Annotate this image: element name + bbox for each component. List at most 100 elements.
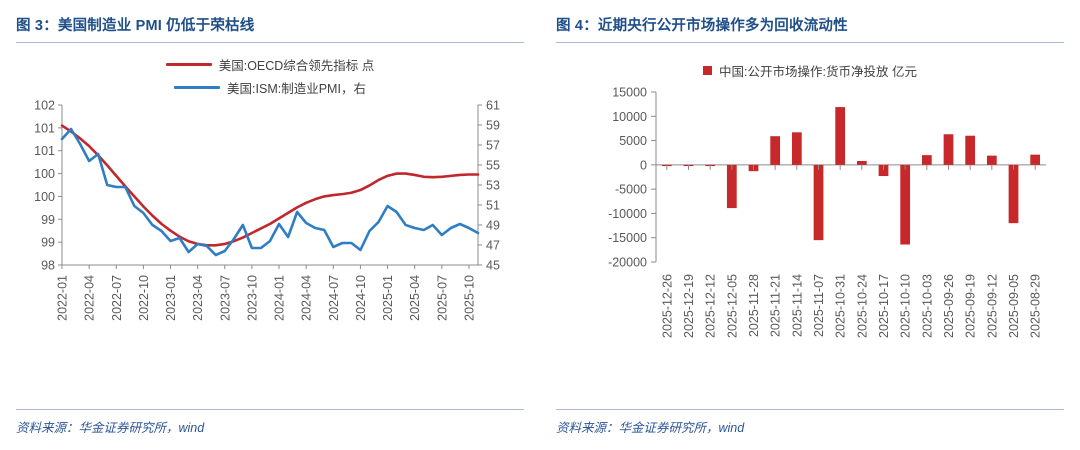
chart1-x-tick-label: 2025-10: [462, 275, 476, 321]
chart2-x-tick-label: 2025-12-05: [725, 274, 739, 338]
chart1-right-tick-label: 47: [486, 239, 500, 253]
chart1-x-tick-label: 2022-04: [83, 275, 97, 321]
chart1-x-tick-label: 2023-04: [191, 275, 205, 321]
chart1-right-tick-label: 51: [486, 199, 500, 213]
chart2-x-tick-label: 2025-09-12: [985, 274, 999, 338]
chart1-right-tick-label: 59: [486, 119, 500, 133]
chart2-bar: [856, 160, 867, 165]
figure-3-title: 图 3：美国制造业 PMI 仍低于荣枯线: [16, 18, 255, 34]
chart2-bar: [943, 134, 954, 165]
chart2-y-tick-label: 15000: [612, 86, 647, 100]
chart2-x-tick-label: 2025-09-26: [942, 274, 956, 338]
chart1-left-tick-label: 102: [34, 99, 55, 113]
bar-chart-container: 15000 10000 5000 0 -5000 -10000 -15000 -20000 20…: [556, 86, 1064, 346]
figure-3-footer: 资料来源：华金证券研究所，wind: [16, 409, 524, 436]
legend-label-ism: 美国:ISM:制造业PMI，右: [227, 82, 366, 96]
chart1-x-tick-label: 2024-04: [300, 275, 314, 321]
figure-panel-3: 图 3：美国制造业 PMI 仍低于荣枯线 美国:OECD综合领先指标 点 美国:…: [16, 18, 524, 436]
chart2-x-tick-label: 2025-11-14: [790, 274, 804, 337]
chart2-x-tick-label: 2025-10-31: [834, 274, 848, 338]
chart2-x-tick-label: 2025-09-19: [964, 274, 978, 338]
chart2-bar: [791, 132, 802, 165]
chart2-y-tick-label: -20000: [608, 256, 647, 270]
legend-line-blue: [174, 85, 221, 90]
figure-4-legend: 中国:公开市场操作:货币净投放 亿元: [556, 61, 1064, 80]
chart1-left-tick-label: 99: [41, 236, 55, 250]
figure-4-title-rule: [556, 42, 1064, 43]
chart1-x-tick-label: 2025-04: [408, 275, 422, 321]
chart1-x-tick-label: 2024-01: [273, 275, 287, 321]
legend-item-ism: 美国:ISM:制造业PMI，右: [174, 78, 366, 97]
chart1-left-tick-label: 101: [34, 144, 55, 158]
chart2-x-tick-label: 2025-12-19: [682, 274, 696, 338]
chart2-y-tick-label: -10000: [608, 207, 647, 221]
chart1-x-tick-label: 2024-10: [354, 275, 368, 321]
chart1-left-tick-label: 100: [34, 190, 55, 204]
figure-4-footer: 资料来源：华金证券研究所，wind: [556, 409, 1064, 436]
chart2-bar: [900, 164, 911, 245]
chart1-right-tick-label: 57: [486, 139, 500, 153]
chart2-bar: [726, 164, 737, 209]
chart2-x-tick-label: 2025-10-03: [920, 274, 934, 338]
chart2-x-tick-label: 2025-11-28: [747, 274, 761, 337]
chart2-y-tick-label: 10000: [612, 110, 647, 124]
figure-3-footer-rule: [16, 409, 524, 410]
chart1-x-tick-label: 2022-07: [110, 275, 124, 321]
legend-line-red: [165, 62, 212, 67]
figure-4-title: 图 4：近期央行公开市场操作多为回收流动性: [556, 18, 848, 34]
chart2-bar: [965, 135, 976, 165]
chart1-x-tick-label: 2023-07: [218, 275, 232, 321]
legend-label-oecd: 美国:OECD综合领先指标 点: [218, 59, 375, 73]
legend-item-omo: 中国:公开市场操作:货币净投放 亿元: [703, 61, 917, 80]
chart1-left-tick-label: 99: [41, 213, 55, 227]
chart2-x-tick-label: 2025-10-24: [855, 274, 869, 338]
chart1-x-tick-label: 2024-07: [327, 275, 341, 321]
chart2-bar: [986, 155, 997, 165]
chart2-bar: [835, 107, 846, 165]
chart1-x-tick-label: 2022-01: [56, 275, 70, 321]
line-chart-container: 102 101 101 100 100 99 99 98 61 59 57 55 53 51 49 47 45 2…: [16, 97, 524, 337]
chart1-right-tick-label: 45: [486, 259, 500, 273]
chart1-left-tick-label: 98: [41, 259, 55, 273]
line-chart-svg: 102 101 101 100 100 99 99 98 61 59 57 55 53 51 49 47 45 2…: [34, 99, 500, 321]
chart1-left-tick-label: 100: [34, 167, 55, 181]
chart1-right-tick-label: 49: [486, 219, 500, 233]
chart2-bar: [770, 136, 781, 165]
figure-4-footer-rule: [556, 409, 1064, 410]
legend-label-omo: 中国:公开市场操作:货币净投放 亿元: [719, 65, 917, 79]
chart1-x-tick-label: 2023-01: [164, 275, 178, 321]
chart2-bar: [1008, 164, 1019, 224]
chart2-bar: [1030, 154, 1041, 165]
chart1-left-tick-label: 101: [34, 121, 55, 135]
chart1-x-tick-label: 2023-10: [245, 275, 259, 321]
figure-3-legend: 美国:OECD综合领先指标 点 美国:ISM:制造业PMI，右: [16, 55, 524, 97]
chart2-bar: [921, 155, 932, 165]
chart1-series-ism: [60, 127, 480, 257]
chart2-y-tick-label: 0: [640, 158, 647, 172]
chart2-x-tick-label: 2025-10-17: [877, 274, 891, 338]
chart1-x-tick-label: 2025-07: [435, 275, 449, 321]
chart1-x-tick-label: 2022-10: [137, 275, 151, 321]
chart2-y-tick-label: -5000: [615, 183, 647, 197]
chart2-x-tick-label: 2025-12-12: [704, 274, 718, 338]
chart2-x-tick-label: 2025-11-21: [769, 274, 783, 337]
chart2-bar: [878, 164, 889, 177]
chart2-x-tick-label: 2025-12-26: [660, 274, 674, 338]
chart1-x-tick-label: 2025-01: [381, 275, 395, 321]
chart2-x-tick-label: 2025-10-10: [899, 274, 913, 338]
chart2-x-tick-label: 2025-08-29: [1029, 274, 1043, 338]
chart2-x-tick-label: 2025-09-05: [1007, 274, 1021, 338]
chart1-right-tick-label: 55: [486, 159, 500, 173]
chart2-x-tick-label: 2025-11-07: [812, 274, 826, 337]
chart1-right-tick-label: 61: [486, 99, 500, 113]
bar-chart-svg: 15000 10000 5000 0 -5000 -10000 -15000 -20000 20…: [608, 86, 1046, 338]
figure-4-source: 资料来源：华金证券研究所，wind: [556, 421, 745, 435]
figure-3-title-rule: [16, 42, 524, 43]
chart1-series-oecd: [60, 124, 480, 247]
figure-panel-4: 图 4：近期央行公开市场操作多为回收流动性 中国:公开市场操作:货币净投放 亿元…: [540, 0, 1080, 450]
legend-square-red: [703, 66, 713, 75]
figure-3-source: 资料来源：华金证券研究所，wind: [16, 421, 205, 435]
legend-item-oecd: 美国:OECD综合领先指标 点: [165, 55, 375, 74]
chart2-y-tick-label: 5000: [619, 134, 647, 148]
